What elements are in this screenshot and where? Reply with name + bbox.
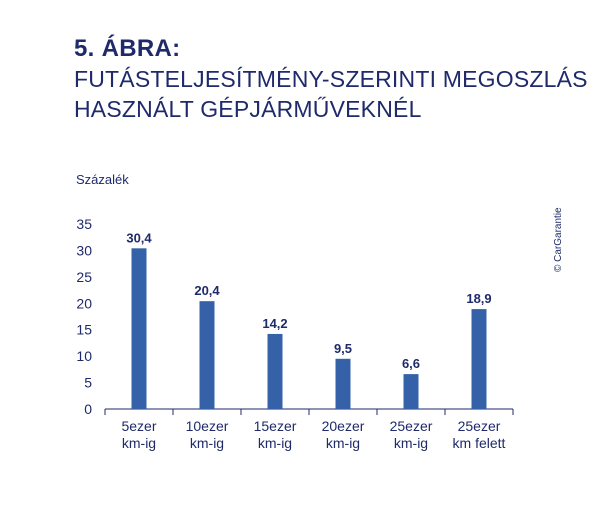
y-tick-label: 0	[84, 401, 92, 417]
x-category-label: 5ezer	[121, 418, 156, 434]
x-category-label: km-ig	[190, 435, 224, 451]
x-category-label: 15ezer	[254, 418, 297, 434]
bar-value-label: 9,5	[334, 341, 352, 356]
y-tick-label: 30	[76, 242, 92, 258]
x-category-label: km-ig	[122, 435, 156, 451]
y-tick-label: 5	[84, 375, 92, 391]
x-category-label: 20ezer	[322, 418, 365, 434]
x-category-label: 25ezer	[390, 418, 433, 434]
bar	[335, 358, 351, 409]
chart-title-line-1: FUTÁSTELJESÍTMÉNY-SZERINTI MEGOSZLÁS	[74, 66, 588, 92]
bar	[471, 309, 487, 409]
y-tick-label: 10	[76, 348, 92, 364]
bar-value-label: 6,6	[402, 356, 420, 371]
bar-value-label: 14,2	[262, 316, 287, 331]
y-tick-label: 25	[76, 269, 92, 285]
bar-value-label: 18,9	[466, 291, 491, 306]
bar	[199, 301, 215, 409]
x-category-label: km-ig	[326, 435, 360, 451]
x-category-label: 10ezer	[186, 418, 229, 434]
x-category-label: 25ezer	[458, 418, 501, 434]
y-tick-label: 15	[76, 322, 92, 338]
y-tick-label: 20	[76, 295, 92, 311]
bar	[131, 248, 147, 409]
bar-value-label: 20,4	[194, 283, 220, 298]
x-category-label: km-ig	[394, 435, 428, 451]
y-axis-unit-label: Százalék	[76, 172, 129, 187]
x-category-label: km-ig	[258, 435, 292, 451]
x-category-label: km felett	[453, 435, 506, 451]
bar	[403, 374, 419, 409]
chart-title-line-2: HASZNÁLT GÉPJÁRMŰVEKNÉL	[74, 96, 422, 122]
figure-number: 5. ÁBRA:	[74, 35, 181, 62]
chart-title-block: 5. ÁBRA: FUTÁSTELJESÍTMÉNY-SZERINTI MEGO…	[74, 34, 588, 124]
y-tick-label: 35	[76, 216, 92, 232]
bar	[267, 333, 283, 409]
bar-value-label: 30,4	[126, 230, 152, 245]
